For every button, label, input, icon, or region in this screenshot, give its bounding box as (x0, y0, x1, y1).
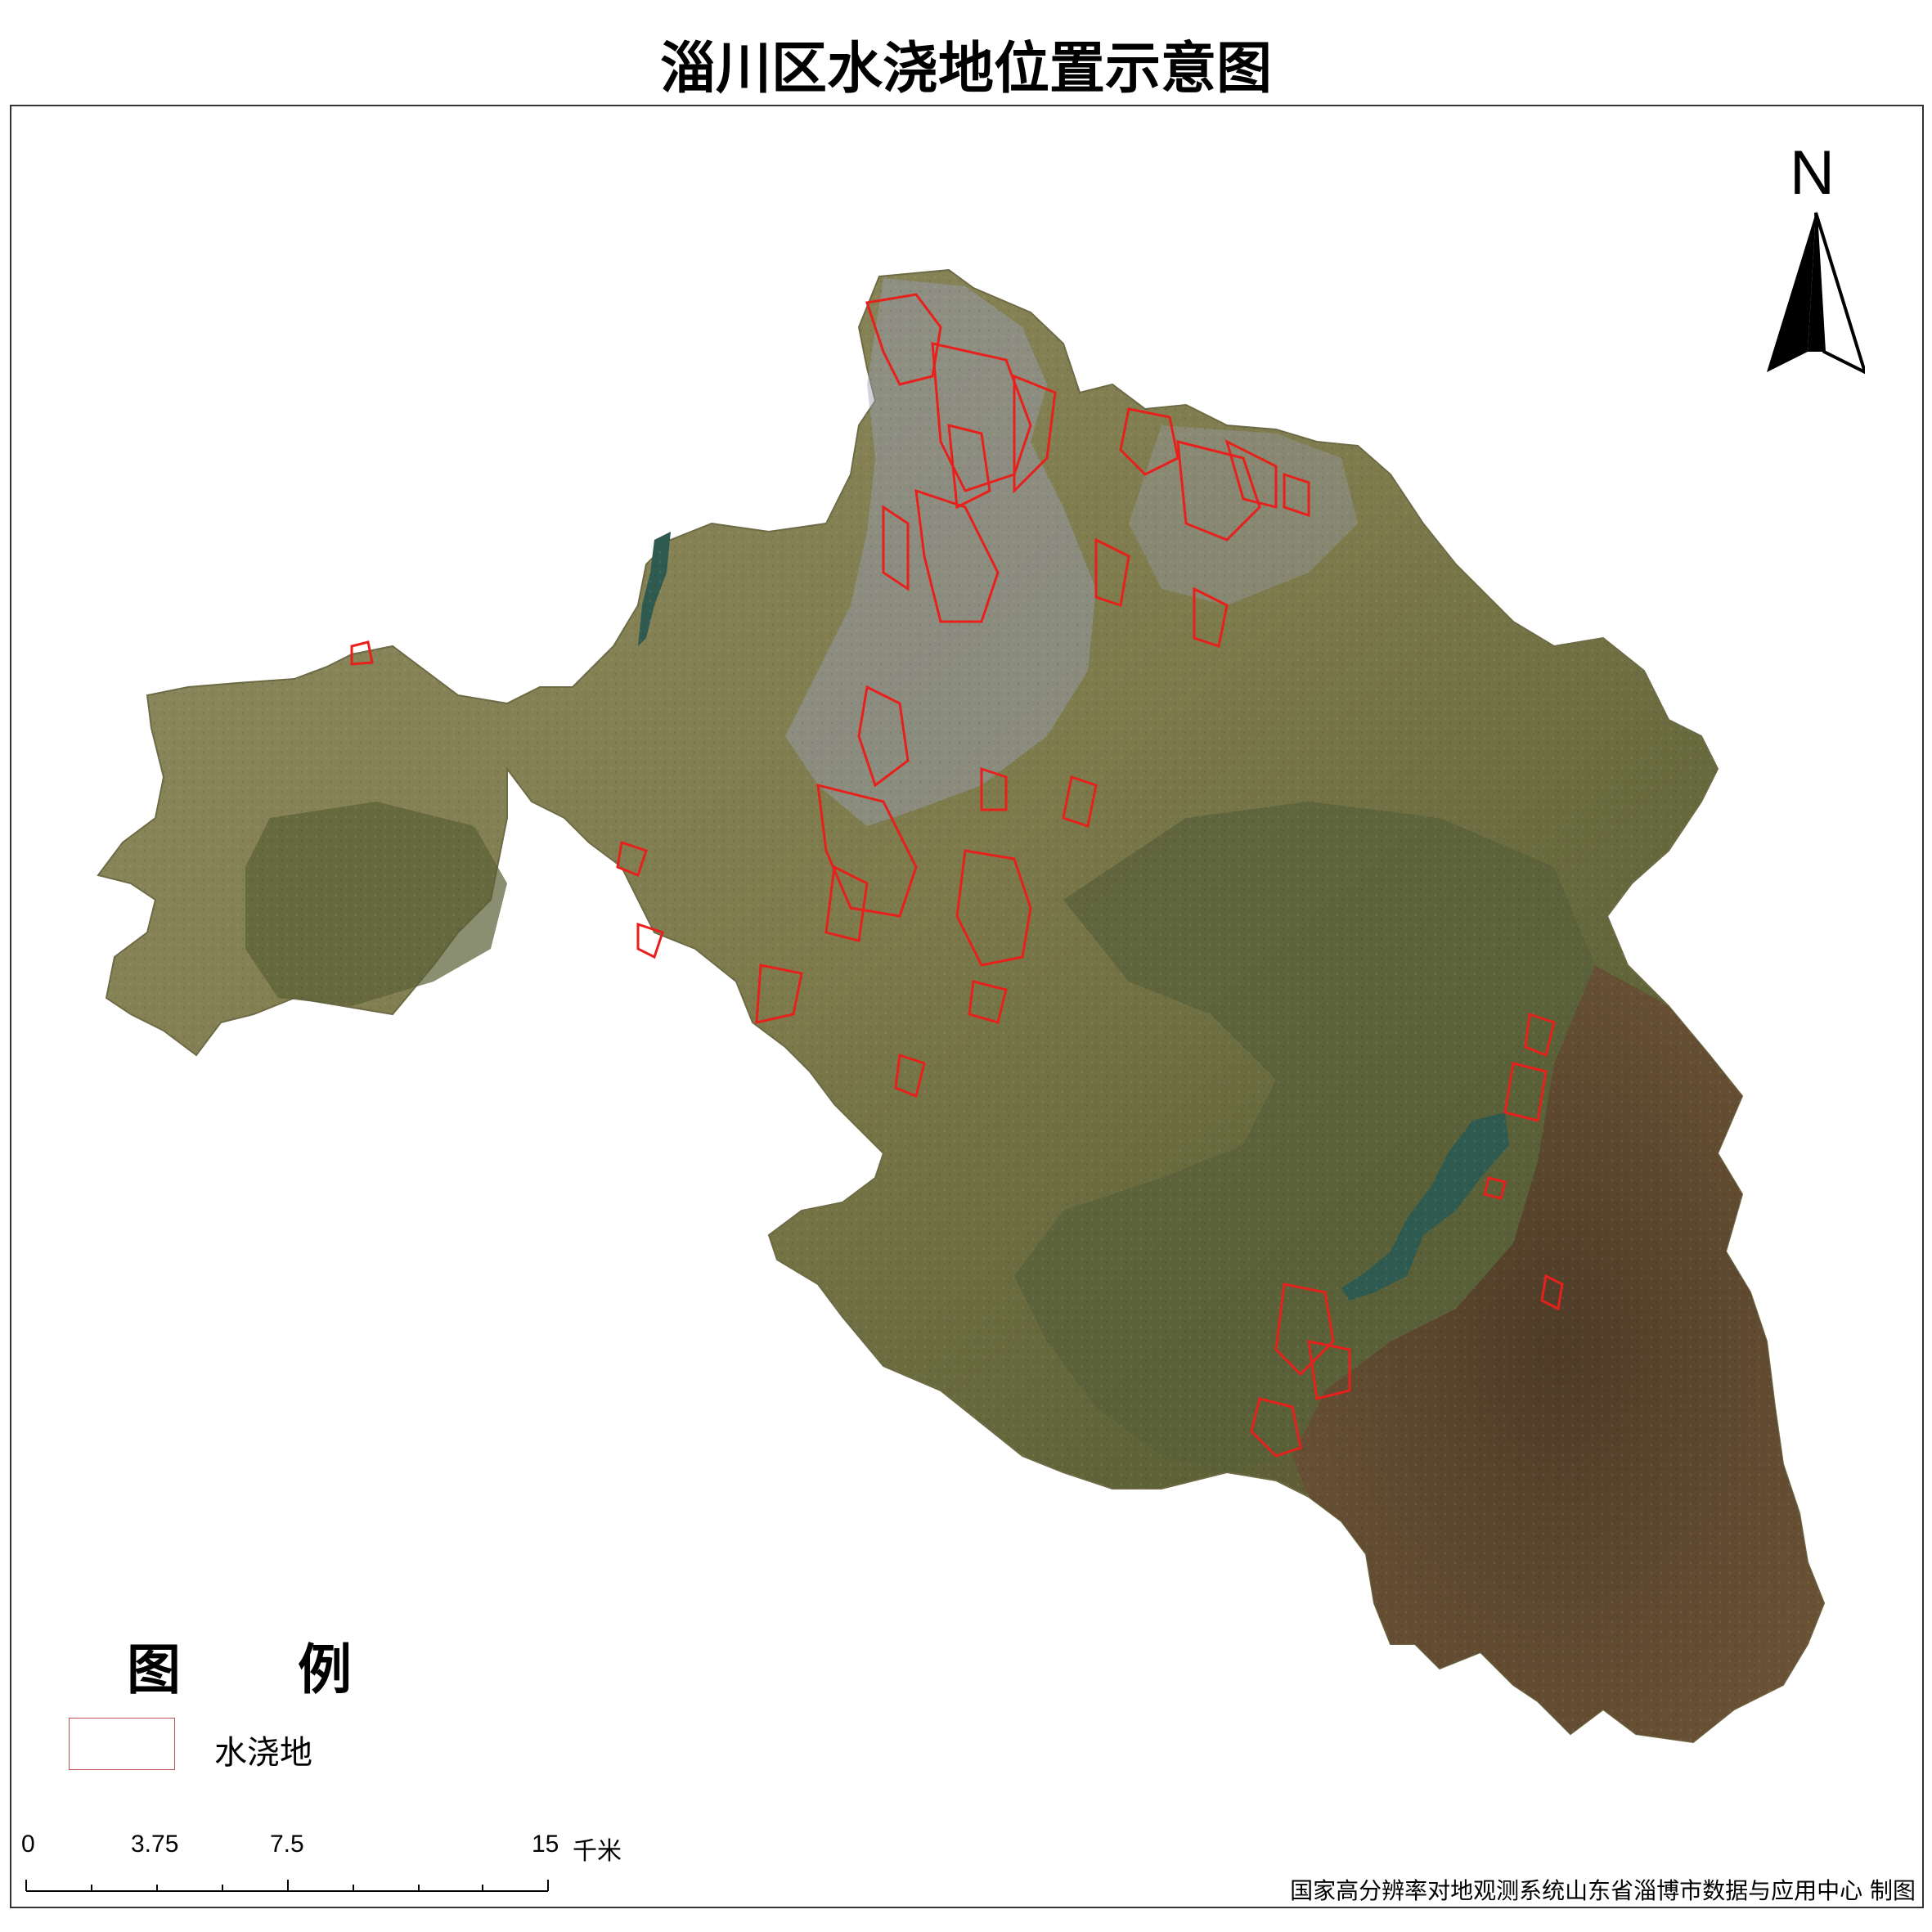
irrigated-parcel (636, 922, 664, 959)
irrigated-parcel (1307, 1340, 1351, 1400)
irrigated-parcel (882, 505, 910, 591)
irrigated-parcel (980, 766, 1008, 811)
credit-text: 国家高分辨率对地观测系统山东省淄博市数据与应用中心 制图 (1290, 1877, 1916, 1904)
scale-bar-label: 7.5 (270, 1831, 304, 1858)
irrigated-parcel (616, 841, 648, 877)
irrigated-parcel (350, 640, 374, 666)
terrain-texture (98, 270, 1824, 1742)
irrigated-parcel (1224, 439, 1278, 509)
irrigated-parcel (1250, 1397, 1302, 1458)
irrigated-parcel (1094, 537, 1130, 607)
irrigated-parcel (1062, 775, 1098, 828)
irrigated-parcel (1483, 1176, 1507, 1200)
irrigated-parcel (968, 980, 1008, 1024)
irrigated-parcel (894, 1053, 926, 1099)
irrigated-parcel (816, 784, 918, 918)
irrigated-parcel (755, 964, 803, 1024)
irrigated-parcel (865, 293, 942, 386)
irrigated-parcel (1274, 1283, 1335, 1377)
legend-title: 图 例 (127, 1638, 401, 1701)
irrigated-parcel (1119, 407, 1179, 476)
irrigated-land-layer (350, 293, 1564, 1458)
scale-bar-label: 15 (532, 1831, 559, 1858)
scale-bar (25, 1880, 549, 1892)
map-frame (10, 105, 1924, 1908)
irrigated-parcel (1540, 1274, 1564, 1311)
legend-swatch-irrigated (69, 1718, 175, 1770)
map-title: 淄川区水浇地位置示意图 (659, 36, 1272, 101)
irrigated-parcel (955, 849, 1032, 967)
scale-bar-label: 0 (21, 1831, 35, 1858)
irrigated-parcel (824, 865, 869, 942)
irrigated-parcel (947, 424, 991, 510)
irrigated-parcel (1013, 374, 1057, 494)
north-arrow-icon (1767, 212, 1865, 375)
irrigated-parcel (857, 685, 910, 788)
scale-bar-unit: 千米 (573, 1838, 622, 1865)
scale-bar-label: 3.75 (131, 1831, 179, 1858)
irrigated-parcel (1176, 440, 1261, 541)
irrigated-parcel (1524, 1012, 1556, 1058)
irrigated-parcel (1193, 586, 1229, 648)
irrigated-parcel (1503, 1062, 1548, 1122)
legend-label-irrigated: 水浇地 (214, 1734, 312, 1772)
north-arrow-label: N (1790, 138, 1835, 208)
irrigated-parcel (1283, 472, 1310, 518)
irrigated-parcel (914, 488, 1000, 623)
